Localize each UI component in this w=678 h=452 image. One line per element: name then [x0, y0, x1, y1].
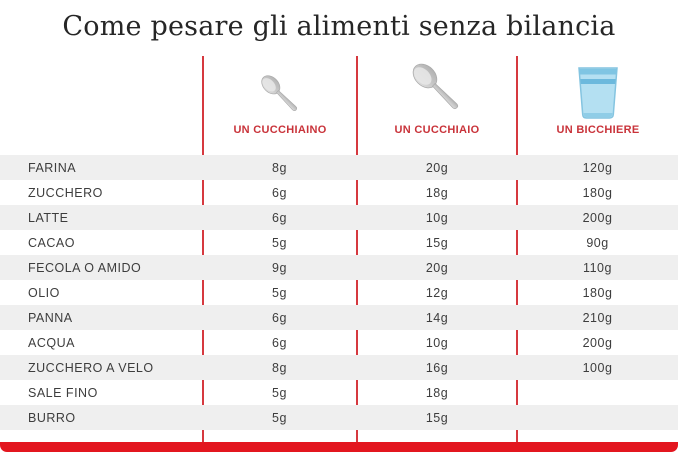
column-header-glass: UN BICCHIERE — [556, 124, 640, 136]
teaspoon-value: 6g — [272, 185, 287, 200]
table-row: FARINA 8g 20g 120g — [0, 155, 678, 180]
glass-value: 180g — [582, 185, 613, 200]
glass-icon — [518, 58, 678, 120]
teaspoon-value: 5g — [272, 385, 287, 400]
table-row: BURRO 5g 15g — [0, 405, 678, 430]
teaspoon-value: 6g — [272, 310, 287, 325]
tablespoon-icon — [358, 58, 516, 120]
tablespoon-value: 20g — [425, 160, 449, 175]
tablespoon-value: 15g — [425, 235, 449, 250]
bottom-accent-bar — [0, 442, 678, 452]
table-row: SALE FINO 5g 18g — [0, 380, 678, 405]
table-row: ACQUA 6g 10g 200g — [0, 330, 678, 355]
teaspoon-value: 6g — [272, 210, 287, 225]
teaspoon-value: 9g — [272, 260, 287, 275]
teaspoon-value: 5g — [272, 235, 287, 250]
food-name: FECOLA O AMIDO — [28, 260, 142, 275]
glass-value: 200g — [582, 210, 613, 225]
glass-value: 200g — [582, 335, 613, 350]
food-name: BURRO — [28, 410, 76, 425]
food-name: FARINA — [28, 160, 77, 175]
food-name: ZUCCHERO — [28, 185, 103, 200]
glass-value: 180g — [582, 285, 613, 300]
data-table: FARINA 8g 20g 120g ZUCCHERO 6g 18g 180g … — [0, 155, 678, 430]
table-row: CACAO 5g 15g 90g — [0, 230, 678, 255]
table-row: FECOLA O AMIDO 9g 20g 110g — [0, 255, 678, 280]
food-name: ACQUA — [28, 335, 75, 350]
teaspoon-value: 5g — [272, 410, 287, 425]
tablespoon-value: 16g — [425, 360, 449, 375]
glass-value: 120g — [582, 160, 613, 175]
column-header-tablespoon: UN CUCCHIAIO — [394, 124, 480, 136]
column-divider-2 — [356, 56, 358, 442]
column-divider-1 — [202, 56, 204, 442]
food-name: OLIO — [28, 285, 60, 300]
table-row: ZUCCHERO A VELO 8g 16g 100g — [0, 355, 678, 380]
glass-value: 110g — [583, 260, 612, 275]
table-row: LATTE 6g 10g 200g — [0, 205, 678, 230]
food-name: LATTE — [28, 210, 69, 225]
food-name: ZUCCHERO A VELO — [28, 360, 154, 375]
teaspoon-value: 8g — [272, 360, 287, 375]
teaspoon-value: 8g — [272, 160, 287, 175]
tablespoon-value: 14g — [425, 310, 449, 325]
tablespoon-value: 18g — [425, 185, 449, 200]
table-row: ZUCCHERO 6g 18g 180g — [0, 180, 678, 205]
food-name: CACAO — [28, 235, 75, 250]
column-divider-3 — [516, 56, 518, 442]
tablespoon-value: 10g — [425, 335, 449, 350]
glass-value: 100g — [582, 360, 613, 375]
teaspoon-value: 5g — [272, 285, 287, 300]
tablespoon-value: 15g — [425, 410, 449, 425]
food-name: SALE FINO — [28, 385, 98, 400]
teaspoon-icon — [204, 58, 356, 120]
table-row: OLIO 5g 12g 180g — [0, 280, 678, 305]
tablespoon-value: 20g — [425, 260, 449, 275]
page-title: Come pesare gli alimenti senza bilancia — [62, 11, 616, 42]
glass-value: 210g — [582, 310, 613, 325]
food-name: PANNA — [28, 310, 73, 325]
teaspoon-value: 6g — [272, 335, 287, 350]
table-row: PANNA 6g 14g 210g — [0, 305, 678, 330]
column-header-teaspoon: UN CUCCHIAINO — [233, 124, 327, 136]
tablespoon-value: 18g — [425, 385, 449, 400]
tablespoon-value: 10g — [425, 210, 449, 225]
tablespoon-value: 12g — [425, 285, 449, 300]
glass-value: 90g — [586, 235, 609, 250]
